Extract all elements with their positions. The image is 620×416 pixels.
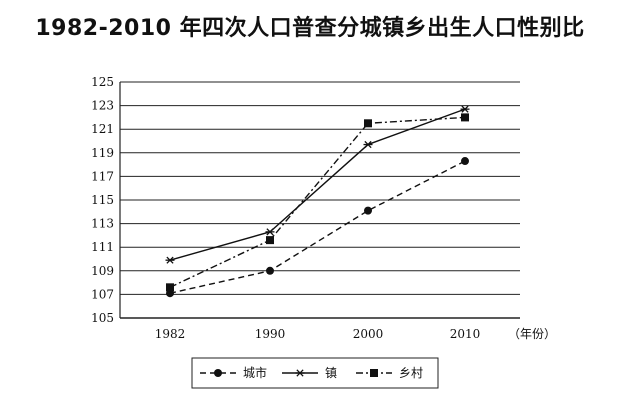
legend-label: 镇 [325, 366, 337, 380]
legend: 城市 镇 乡村 [191, 357, 439, 389]
star-stroke [461, 105, 469, 113]
point-marker [166, 283, 174, 292]
axes: 105 107 109 111 113 115 117 119 121 123 125 1982 199… [91, 75, 556, 341]
y-tick-label: 109 [91, 264, 114, 278]
point-marker [266, 266, 274, 275]
y-tick-label: 125 [91, 75, 114, 89]
x-tick-label: 1982 [155, 327, 186, 341]
legend-label: 城市 [243, 365, 267, 380]
point-marker [266, 236, 274, 245]
series-line [169, 116, 466, 288]
y-tick-label: 113 [91, 217, 114, 231]
series-line [169, 108, 466, 261]
point-marker [265, 228, 275, 236]
point-marker [214, 369, 222, 377]
point-marker [295, 369, 305, 377]
y-tick-label: 105 [91, 311, 114, 325]
legend-label: 乡村 [399, 366, 423, 380]
series-group [165, 105, 470, 298]
star-stroke [364, 140, 372, 149]
point-marker [460, 105, 470, 113]
series-line [169, 160, 466, 294]
y-tick-label: 121 [91, 122, 114, 136]
x-tick-label: 2000 [353, 327, 384, 341]
x-tick-label: 1990 [255, 327, 286, 341]
point-marker [461, 113, 469, 122]
point-marker [363, 140, 373, 149]
y-tick-label: 115 [91, 193, 114, 207]
star-stroke [266, 228, 274, 236]
point-marker [461, 157, 469, 166]
y-tick-label: 107 [91, 287, 114, 301]
y-tick-label: 119 [91, 146, 114, 160]
y-tick-label: 123 [91, 99, 114, 113]
series-circle [166, 157, 469, 298]
point-marker [165, 256, 175, 264]
point-marker [364, 206, 372, 215]
x-axis-unit: （年份） [508, 327, 556, 341]
grid [120, 81, 520, 319]
point-marker [370, 369, 378, 377]
y-tick-label: 117 [91, 169, 114, 183]
chart-title: 1982-2010 年四次人口普查分城镇乡出生人口性别比 [35, 16, 585, 41]
x-tick-label: 2010 [450, 327, 481, 341]
y-tick-label: 111 [91, 240, 114, 254]
series-square [166, 113, 469, 292]
series-star [165, 105, 470, 264]
star-stroke [166, 256, 174, 264]
star-stroke [296, 369, 304, 377]
point-marker [364, 119, 372, 128]
